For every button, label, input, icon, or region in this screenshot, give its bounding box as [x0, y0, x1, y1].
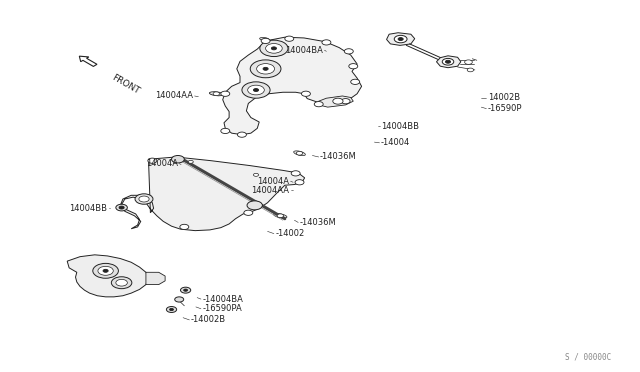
Circle shape: [277, 214, 284, 218]
Circle shape: [135, 194, 153, 204]
Circle shape: [445, 60, 451, 63]
Text: -16590PA: -16590PA: [202, 304, 242, 313]
Circle shape: [180, 224, 189, 230]
Text: 14004A: 14004A: [257, 177, 289, 186]
Circle shape: [247, 201, 262, 210]
Ellipse shape: [260, 38, 269, 41]
Circle shape: [221, 91, 230, 96]
Circle shape: [467, 68, 474, 72]
Circle shape: [271, 47, 276, 50]
Circle shape: [261, 38, 270, 44]
Text: 14004A: 14004A: [146, 159, 178, 168]
Circle shape: [188, 160, 193, 163]
Circle shape: [148, 158, 157, 163]
Text: -14002B: -14002B: [191, 315, 226, 324]
Circle shape: [172, 155, 184, 163]
Circle shape: [116, 204, 127, 211]
Circle shape: [351, 79, 360, 84]
Circle shape: [250, 60, 281, 78]
Text: -14004: -14004: [381, 138, 410, 147]
Circle shape: [253, 173, 259, 176]
Circle shape: [333, 98, 343, 104]
Ellipse shape: [251, 173, 261, 176]
Text: 14002B: 14002B: [488, 93, 520, 102]
Text: -16590P: -16590P: [488, 104, 522, 113]
Ellipse shape: [260, 179, 271, 182]
Circle shape: [394, 35, 407, 43]
Text: 14004BB: 14004BB: [70, 204, 108, 213]
Circle shape: [253, 89, 259, 92]
Circle shape: [184, 289, 188, 291]
Circle shape: [103, 269, 108, 272]
Circle shape: [398, 38, 403, 41]
Ellipse shape: [274, 214, 287, 218]
Circle shape: [266, 44, 282, 53]
Circle shape: [344, 49, 353, 54]
Circle shape: [244, 210, 253, 215]
Polygon shape: [120, 157, 305, 231]
Polygon shape: [387, 33, 415, 45]
Circle shape: [257, 64, 275, 74]
Polygon shape: [67, 255, 148, 297]
Circle shape: [166, 307, 177, 312]
Polygon shape: [146, 272, 165, 285]
Circle shape: [237, 132, 246, 137]
Circle shape: [296, 151, 303, 155]
Polygon shape: [436, 56, 461, 68]
Circle shape: [93, 263, 118, 278]
Text: 14004BB: 14004BB: [381, 122, 419, 131]
Ellipse shape: [186, 160, 196, 164]
Circle shape: [442, 58, 454, 65]
Circle shape: [111, 277, 132, 289]
Circle shape: [260, 40, 288, 57]
Circle shape: [221, 128, 230, 134]
Circle shape: [349, 64, 358, 69]
Circle shape: [295, 180, 304, 185]
Polygon shape: [223, 37, 362, 135]
Circle shape: [314, 102, 323, 107]
Circle shape: [119, 206, 124, 209]
Text: 14004AA: 14004AA: [156, 92, 193, 100]
Polygon shape: [79, 56, 97, 67]
Circle shape: [263, 67, 268, 70]
Circle shape: [170, 308, 173, 311]
Text: -14036M: -14036M: [320, 153, 356, 161]
Ellipse shape: [294, 151, 305, 155]
Circle shape: [341, 99, 350, 104]
Circle shape: [301, 91, 310, 96]
Circle shape: [213, 92, 220, 96]
Polygon shape: [319, 96, 353, 107]
Text: FRONT: FRONT: [110, 73, 141, 96]
Circle shape: [465, 60, 472, 64]
Ellipse shape: [209, 92, 223, 96]
Text: -14004BA: -14004BA: [202, 295, 243, 304]
Text: -14002: -14002: [275, 229, 305, 238]
Circle shape: [242, 82, 270, 98]
Circle shape: [175, 297, 184, 302]
Circle shape: [285, 36, 294, 41]
Circle shape: [248, 85, 264, 95]
Text: 14004AA: 14004AA: [252, 186, 289, 195]
Circle shape: [98, 266, 113, 275]
Circle shape: [180, 287, 191, 293]
Text: S / 00000C: S / 00000C: [565, 353, 611, 362]
Circle shape: [116, 279, 127, 286]
Text: 14004BA: 14004BA: [285, 46, 323, 55]
Circle shape: [139, 196, 149, 202]
Text: -14036M: -14036M: [300, 218, 336, 227]
Circle shape: [291, 171, 300, 176]
Circle shape: [322, 40, 331, 45]
